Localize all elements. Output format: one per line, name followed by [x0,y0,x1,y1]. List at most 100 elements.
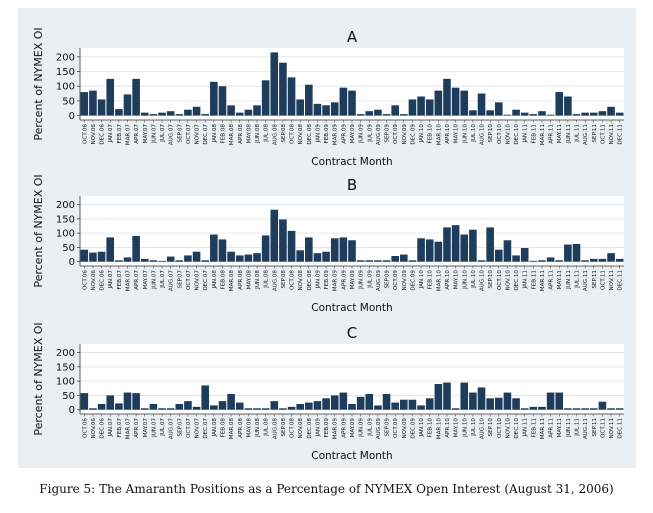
figure-panel: 0 50 100 150 200 OCT.06 NOV.06 DEC.06 JAN.07 FEB.… [18,8,636,468]
x-tick-label: MAR.11 [540,124,546,146]
x-tick-label: DEC.10 [514,418,520,439]
bar [330,395,339,410]
bar [425,398,434,410]
bar [140,408,149,410]
bar [607,106,615,116]
bar [132,393,140,410]
y-tick-label: 0 [69,257,75,268]
x-tick-label: AUG.07 [169,418,175,440]
x-tick-label: NOV.10 [505,124,511,145]
bar [279,219,287,262]
x-tick-label: DEC.08 [307,124,313,145]
x-tick-label: JAN.09 [315,124,321,144]
bar [538,406,546,410]
x-tick-label: AUG.09 [376,418,382,440]
x-tick-label: FEB.10 [428,418,434,438]
bar [287,406,296,410]
bar [210,405,218,410]
x-tick-label: JUN.08 [255,270,261,290]
x-tick-label: AUG.11 [583,124,589,146]
bar [227,105,235,116]
x-tick-label: MAY.08 [246,124,252,144]
x-tick-label: APR.07 [134,124,140,144]
bar [97,404,106,410]
x-tick-label: JAN.08 [212,418,218,438]
x-tick-label: DEC.07 [203,124,209,145]
bar [270,401,279,410]
x-tick-label: AUG.11 [583,270,589,292]
bar [261,80,270,116]
x-tick-label: APR.10 [445,418,451,438]
x-tick-label: JUL.11 [575,124,581,143]
x-tick-label: JAN.07 [108,418,114,438]
y-tick-label: 150 [56,67,75,78]
x-tick-label: APR.10 [445,124,451,144]
bar [270,209,279,262]
y-tick-label: 200 [56,348,75,359]
bar [132,236,140,262]
bar [555,392,564,410]
bar [158,408,166,410]
bar [546,257,555,262]
bar [201,260,210,262]
bar [192,251,201,262]
x-tick-label: SEP.09 [385,270,391,289]
x-tick-label: OCT.06 [82,418,88,438]
x-tick-label: NOV.07 [195,124,201,145]
bar [494,397,503,410]
bar [305,402,313,410]
x-tick-label: OCT.06 [82,124,88,144]
bar [494,102,503,116]
bar [330,102,339,116]
bar [589,112,598,116]
bar [451,87,460,116]
bar [443,382,451,410]
bar [477,93,486,116]
bar [106,237,115,262]
bar [192,406,201,410]
bar [538,260,546,262]
x-tick-label: MAR.08 [229,270,235,292]
bar [520,248,529,262]
bar [235,402,244,410]
bar [425,239,434,262]
x-tick-label: SEP.11 [592,418,598,437]
y-tick-label: 200 [56,200,75,211]
plot-area [80,344,624,414]
bar [615,408,624,410]
x-tick-label: OCT.07 [186,418,192,438]
x-tick-label: MAY.07 [143,270,149,290]
x-tick-label: MAR.10 [436,124,442,146]
bar [115,109,123,116]
bar [184,109,192,116]
bar [486,398,494,410]
bar [201,385,210,410]
x-tick-label: FEB.08 [220,270,226,290]
x-tick-label: APR.07 [134,270,140,290]
bar [408,99,417,116]
bar [365,260,374,262]
x-tick-label: JUN.11 [566,270,572,290]
bar [417,238,425,262]
bar [581,260,589,262]
x-tick-label: JUL.11 [575,418,581,437]
x-tick-label: JUL.08 [264,418,270,437]
x-tick-label: DEC.08 [307,270,313,291]
y-tick-label: 150 [56,214,75,225]
bar [374,405,382,410]
bar [391,402,399,410]
x-tick-label: DEC.09 [410,270,416,291]
bar [477,387,486,410]
x-tick-label: AUG.11 [583,418,589,440]
bar [555,92,564,116]
x-tick-label: FEB.07 [117,124,123,144]
x-tick-label: MAR.09 [333,270,339,292]
x-tick-label: APR.09 [341,418,347,438]
x-tick-label: NOV.09 [402,270,408,291]
x-tick-label: DEC.08 [307,418,313,439]
bar [408,399,417,410]
x-tick-label: MAY.11 [557,270,563,290]
x-tick-label: JUN.08 [255,418,261,438]
bar [261,235,270,262]
bar [348,404,356,410]
